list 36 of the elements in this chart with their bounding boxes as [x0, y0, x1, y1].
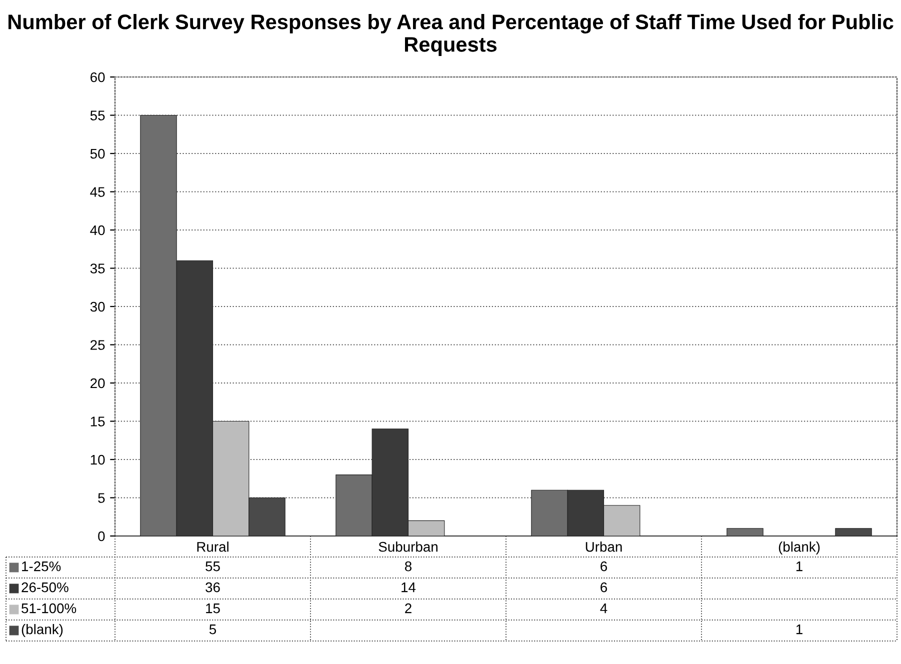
y-tick-label: 50 [90, 148, 105, 159]
x-tick-label: Urban [586, 542, 622, 552]
legend-label: 1-25% [22, 561, 61, 572]
y-tick-label: 45 [90, 187, 105, 197]
legend-label: 51-100% [22, 603, 76, 614]
data-label: 36 [206, 582, 220, 592]
data-label: 15 [206, 604, 220, 614]
y-tick-label: 0 [98, 531, 105, 542]
data-label: 55 [206, 562, 220, 572]
data-label: 14 [402, 582, 416, 592]
data-label: 1 [796, 624, 802, 634]
bar [726, 528, 764, 536]
y-tick-label: 55 [90, 110, 105, 120]
y-tick-label: 30 [90, 302, 105, 312]
x-tick-label: Suburban [378, 542, 438, 552]
y-tick-label: 60 [90, 72, 105, 82]
y-tick-label: 15 [90, 416, 105, 426]
y-tick-label: 40 [90, 225, 105, 236]
legend-label: (blank) [22, 624, 63, 637]
y-tick-label: 5 [98, 493, 105, 503]
data-label: 6 [600, 561, 607, 572]
y-tick-label: 25 [90, 340, 105, 350]
legend-label: 26-50% [22, 582, 68, 592]
data-label: 4 [600, 604, 608, 614]
y-tick-label: 35 [90, 264, 105, 274]
bar [835, 528, 872, 536]
data-label: 2 [405, 603, 412, 614]
y-tick-label: 20 [90, 378, 105, 388]
data-label: 1 [796, 562, 802, 572]
data-label: 8 [404, 561, 412, 572]
data-label: 5 [209, 624, 216, 634]
x-tick-label: Rural [197, 542, 228, 552]
chart-title: Number of Clerk Survey Responses by Area and Percentage of Staff Time Used for Public Requests [8, 14, 894, 56]
x-tick-label: (blank) [778, 542, 820, 554]
y-tick-label: 10 [90, 454, 105, 465]
data-label: 6 [600, 582, 607, 592]
